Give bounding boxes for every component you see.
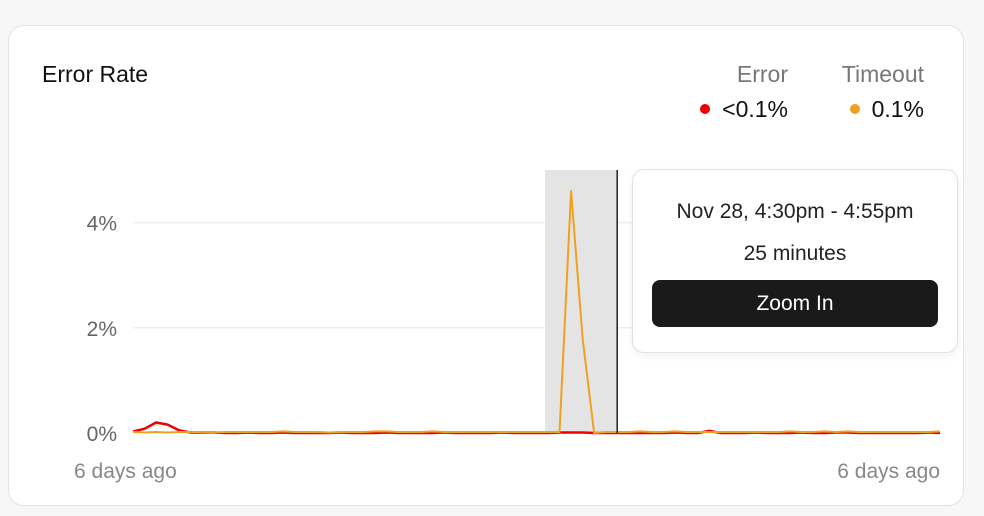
zoom-in-button[interactable]: Zoom In bbox=[652, 280, 938, 327]
error-dot-icon bbox=[700, 103, 711, 114]
legend-timeout-name: Timeout bbox=[841, 61, 924, 87]
legend-error: Error <0.1% bbox=[700, 61, 788, 123]
legend-timeout: Timeout 0.1% bbox=[842, 61, 924, 123]
y-tick-label: 0% bbox=[87, 423, 117, 446]
y-tick-label: 4% bbox=[87, 213, 117, 236]
legend-error-value: <0.1% bbox=[722, 96, 788, 122]
selection-region bbox=[545, 170, 618, 433]
tooltip-range: Nov 28, 4:30pm - 4:55pm bbox=[676, 200, 914, 223]
x-tick-label: 6 days ago bbox=[74, 460, 177, 483]
series-line-timeout bbox=[132, 190, 941, 434]
legend-timeout-value: 0.1% bbox=[871, 96, 924, 122]
tooltip-duration: 25 minutes bbox=[743, 242, 847, 265]
y-tick-label: 2% bbox=[87, 318, 117, 341]
legend-error-name: Error bbox=[736, 61, 788, 87]
timeout-dot-icon bbox=[849, 103, 860, 114]
chart-title: Error Rate bbox=[42, 61, 149, 87]
selection-tooltip: Nov 28, 4:30pm - 4:55pm 25 minutes Zoom … bbox=[632, 169, 958, 353]
x-tick-label: 6 days ago bbox=[837, 460, 940, 483]
